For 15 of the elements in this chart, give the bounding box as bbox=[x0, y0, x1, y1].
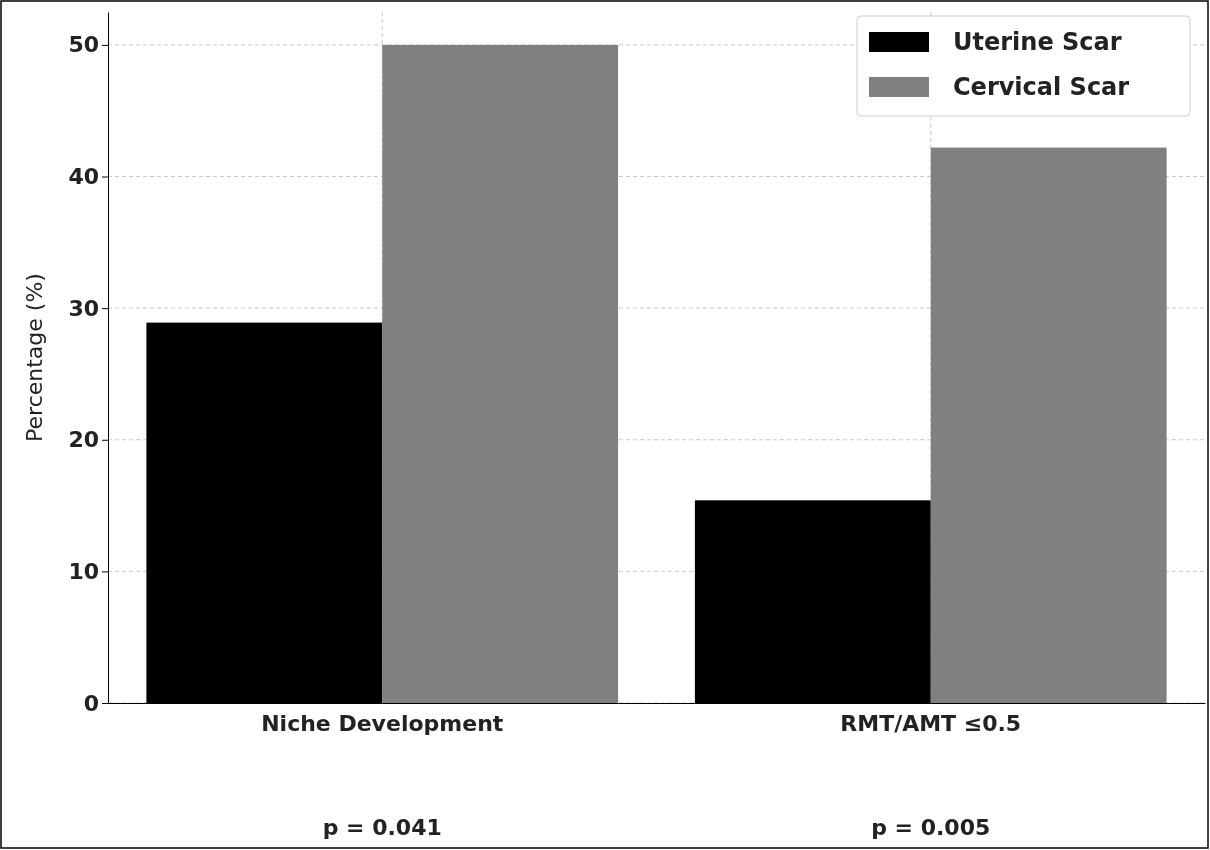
bar bbox=[382, 44, 619, 703]
y-tick-label: 0 bbox=[83, 690, 99, 716]
y-tick-label: 40 bbox=[68, 164, 99, 190]
y-axis-title: Percentage (%) bbox=[22, 273, 47, 442]
y-tick-label: 10 bbox=[68, 558, 99, 584]
x-tick-label: RMT/AMT ≤0.5 bbox=[840, 710, 1022, 736]
text: p = 0.005 bbox=[871, 815, 991, 840]
y-tick-label: 30 bbox=[68, 295, 99, 321]
text: p = 0.041 bbox=[322, 815, 442, 840]
bar bbox=[930, 147, 1167, 703]
y-tick-label: 50 bbox=[68, 32, 99, 58]
legend-label: Cervical Scar bbox=[953, 73, 1130, 101]
legend-label: Uterine Scar bbox=[953, 28, 1122, 56]
x-tick-label: Niche Development bbox=[261, 710, 504, 736]
y-tick-label: 20 bbox=[68, 427, 99, 453]
